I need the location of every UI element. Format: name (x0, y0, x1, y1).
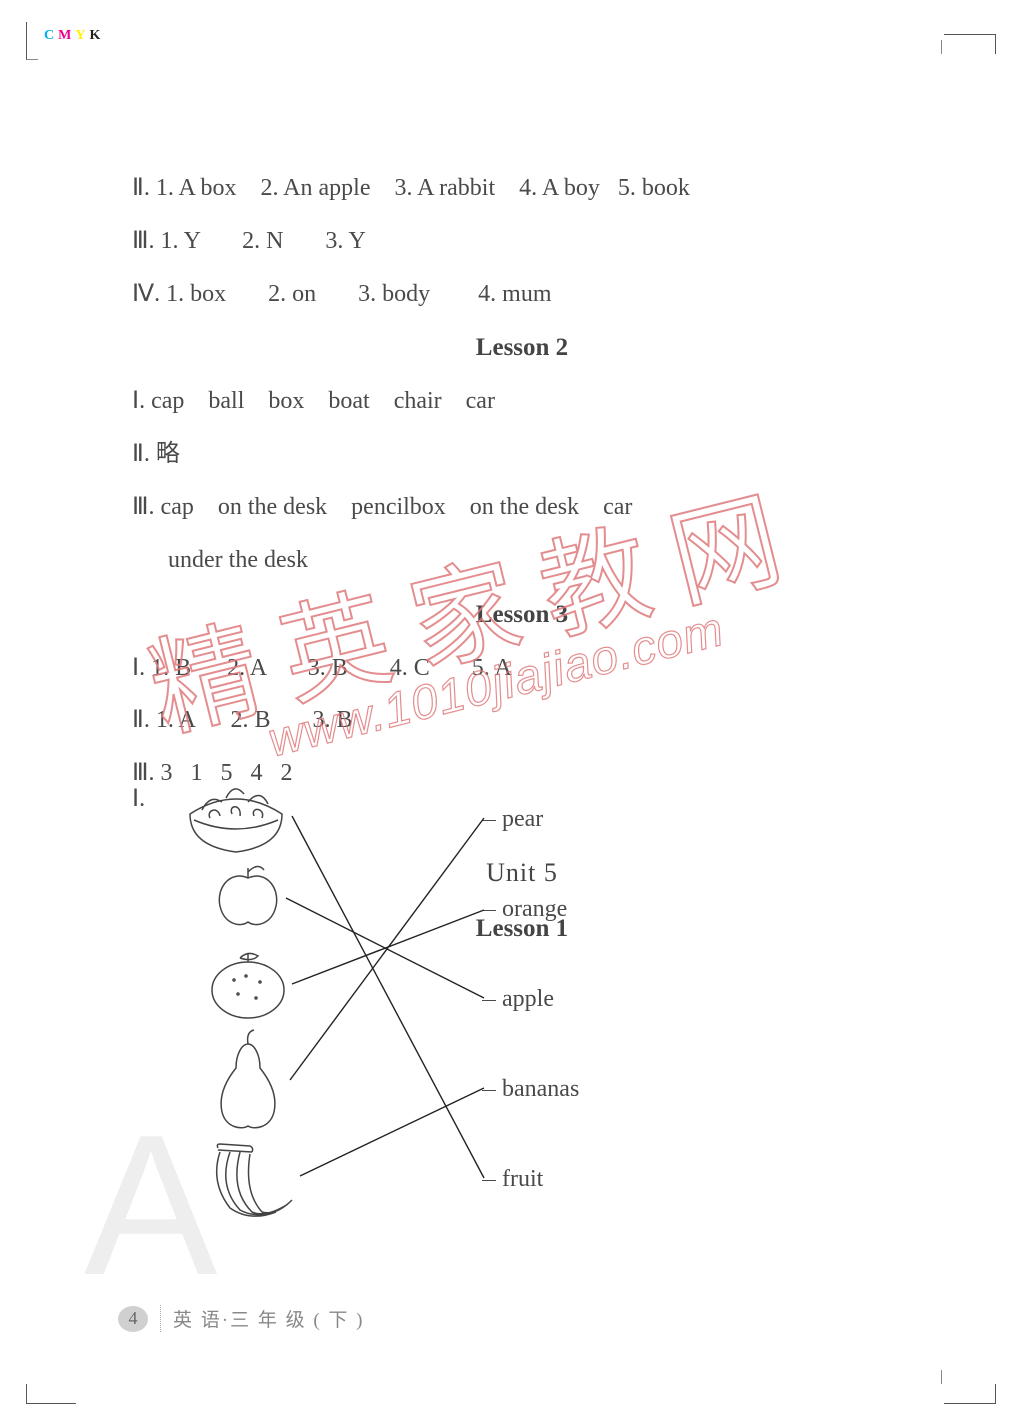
crop-mark (944, 1384, 996, 1404)
answer-line: Ⅰ. cap ball box boat chair car (132, 375, 912, 428)
answer-line: under the desk (132, 534, 912, 587)
crop-mark (941, 40, 942, 54)
answer-line: Ⅱ. 略 (132, 428, 912, 481)
crop-mark (26, 1384, 76, 1404)
crop-mark (26, 22, 38, 60)
footer-text: 英 语·三 年 级 ( 下 ) (160, 1305, 364, 1332)
match-lines (132, 758, 852, 1238)
answer-line: Ⅰ. 1. B 2. A 3. B 4. C 5. A (132, 642, 912, 695)
page-footer: 4 英 语·三 年 级 ( 下 ) (118, 1305, 364, 1332)
page-number: 4 (118, 1306, 148, 1332)
matching-exercise: Ⅰ. pear orange apple bananas fruit (132, 758, 852, 1238)
cmyk-marks: CMYK (44, 28, 104, 44)
answer-line: Ⅱ. 1. A box 2. An apple 3. A rabbit 4. A… (132, 162, 912, 215)
cmyk-y: Y (75, 28, 89, 43)
answer-line: Ⅱ. 1. A 2. B 3. B (132, 694, 912, 747)
crop-mark (944, 34, 996, 54)
cmyk-c: C (44, 28, 58, 43)
lesson-title: Lesson 2 (132, 320, 912, 375)
cmyk-k: K (89, 28, 104, 43)
lesson-title: Lesson 3 (132, 587, 912, 642)
answer-line: Ⅲ. 1. Y 2. N 3. Y (132, 215, 912, 268)
crop-mark (941, 1370, 942, 1384)
answer-line: Ⅲ. cap on the desk pencilbox on the desk… (132, 481, 912, 534)
answer-line: Ⅳ. 1. box 2. on 3. body 4. mum (132, 268, 912, 321)
cmyk-m: M (58, 28, 75, 43)
